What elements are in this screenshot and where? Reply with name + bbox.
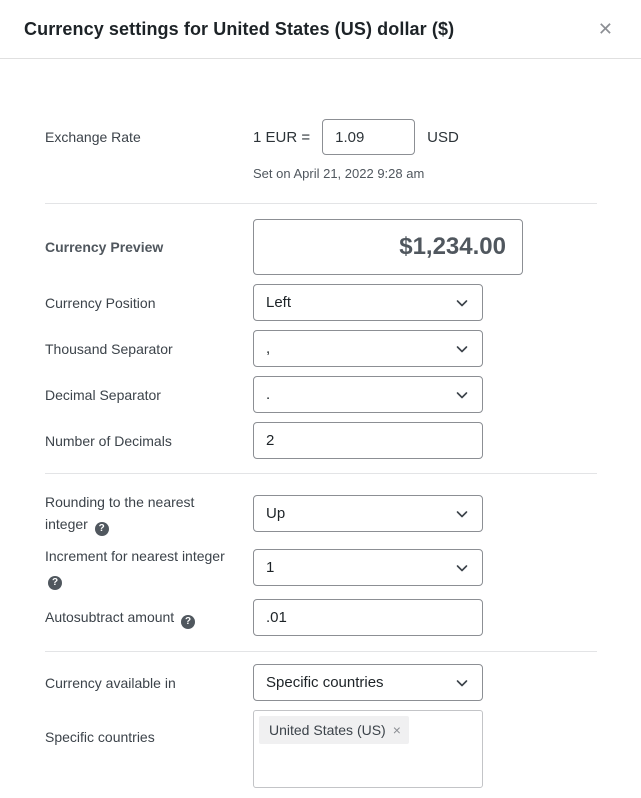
- currency-position-value: Left: [266, 294, 292, 311]
- currency-available-row: Currency available in Specific countries: [45, 664, 597, 701]
- section-divider: [45, 203, 597, 204]
- decimal-separator-label: Decimal Separator: [45, 386, 161, 403]
- autosubtract-input[interactable]: [253, 599, 483, 636]
- specific-countries-row: Specific countries United States (US) ×: [45, 710, 597, 788]
- country-tag: United States (US) ×: [259, 716, 409, 744]
- autosubtract-label: Autosubtract amount ?: [45, 606, 253, 629]
- close-button[interactable]: ✕: [594, 16, 617, 42]
- decimal-separator-select[interactable]: .: [253, 376, 483, 413]
- modal-body: Exchange Rate 1 EUR = USD Set on April 2…: [0, 59, 641, 788]
- modal-title: Currency settings for United States (US)…: [24, 18, 455, 39]
- exchange-rate-label: Exchange Rate: [45, 129, 141, 145]
- country-tag-label: United States (US): [269, 722, 386, 738]
- currency-position-label: Currency Position: [45, 294, 156, 311]
- thousand-separator-label: Thousand Separator: [45, 340, 173, 357]
- decimal-separator-row: Decimal Separator .: [45, 376, 597, 413]
- help-icon[interactable]: ?: [94, 522, 109, 536]
- chevron-down-icon: [454, 341, 470, 357]
- number-of-decimals-input[interactable]: [253, 422, 483, 459]
- help-icon[interactable]: ?: [181, 615, 196, 629]
- rate-suffix: USD: [427, 128, 459, 146]
- thousand-separator-row: Thousand Separator ,: [45, 330, 597, 367]
- rounding-select[interactable]: Up: [253, 495, 483, 532]
- rounding-row: Rounding to the nearest integer ? Up: [45, 491, 597, 536]
- currency-position-row: Currency Position Left: [45, 284, 597, 321]
- chevron-down-icon: [454, 506, 470, 522]
- number-of-decimals-label: Number of Decimals: [45, 432, 172, 449]
- section-divider: [45, 473, 597, 474]
- autosubtract-row: Autosubtract amount ?: [45, 599, 597, 636]
- increment-select[interactable]: 1: [253, 549, 483, 586]
- rounding-label: Rounding to the nearest integer ?: [45, 494, 195, 536]
- exchange-rate-input[interactable]: [322, 119, 416, 155]
- currency-position-select[interactable]: Left: [253, 284, 483, 321]
- currency-available-value: Specific countries: [266, 674, 384, 691]
- specific-countries-tagbox[interactable]: United States (US) ×: [253, 710, 483, 788]
- exchange-rate-row: Exchange Rate 1 EUR = USD Set on April 2…: [45, 119, 597, 181]
- currency-preview-label: Currency Preview: [45, 239, 164, 255]
- rate-set-on-note: Set on April 21, 2022 9:28 am: [253, 166, 425, 181]
- thousand-separator-select[interactable]: ,: [253, 330, 483, 367]
- currency-preview-value: $1,234.00: [253, 219, 523, 275]
- thousand-separator-value: ,: [266, 340, 271, 357]
- chevron-down-icon: [454, 387, 470, 403]
- chevron-down-icon: [454, 560, 470, 576]
- chevron-down-icon: [454, 295, 470, 311]
- close-icon: ✕: [597, 19, 613, 39]
- section-divider: [45, 651, 597, 652]
- currency-preview-row: Currency Preview $1,234.00: [45, 219, 597, 275]
- decimal-separator-value: .: [266, 386, 271, 403]
- increment-value: 1: [266, 559, 275, 576]
- help-icon[interactable]: ?: [48, 576, 62, 590]
- increment-label: Increment for nearest integer ?: [45, 548, 225, 590]
- rounding-value: Up: [266, 505, 286, 522]
- number-of-decimals-row: Number of Decimals: [45, 422, 597, 459]
- modal-header: Currency settings for United States (US)…: [0, 0, 641, 59]
- rate-prefix: 1 EUR =: [253, 128, 311, 146]
- currency-available-label: Currency available in: [45, 674, 176, 691]
- remove-tag-icon[interactable]: ×: [392, 722, 401, 738]
- specific-countries-label: Specific countries: [45, 729, 155, 745]
- increment-row: Increment for nearest integer ? 1: [45, 545, 597, 590]
- currency-available-select[interactable]: Specific countries: [253, 664, 483, 701]
- chevron-down-icon: [454, 675, 470, 691]
